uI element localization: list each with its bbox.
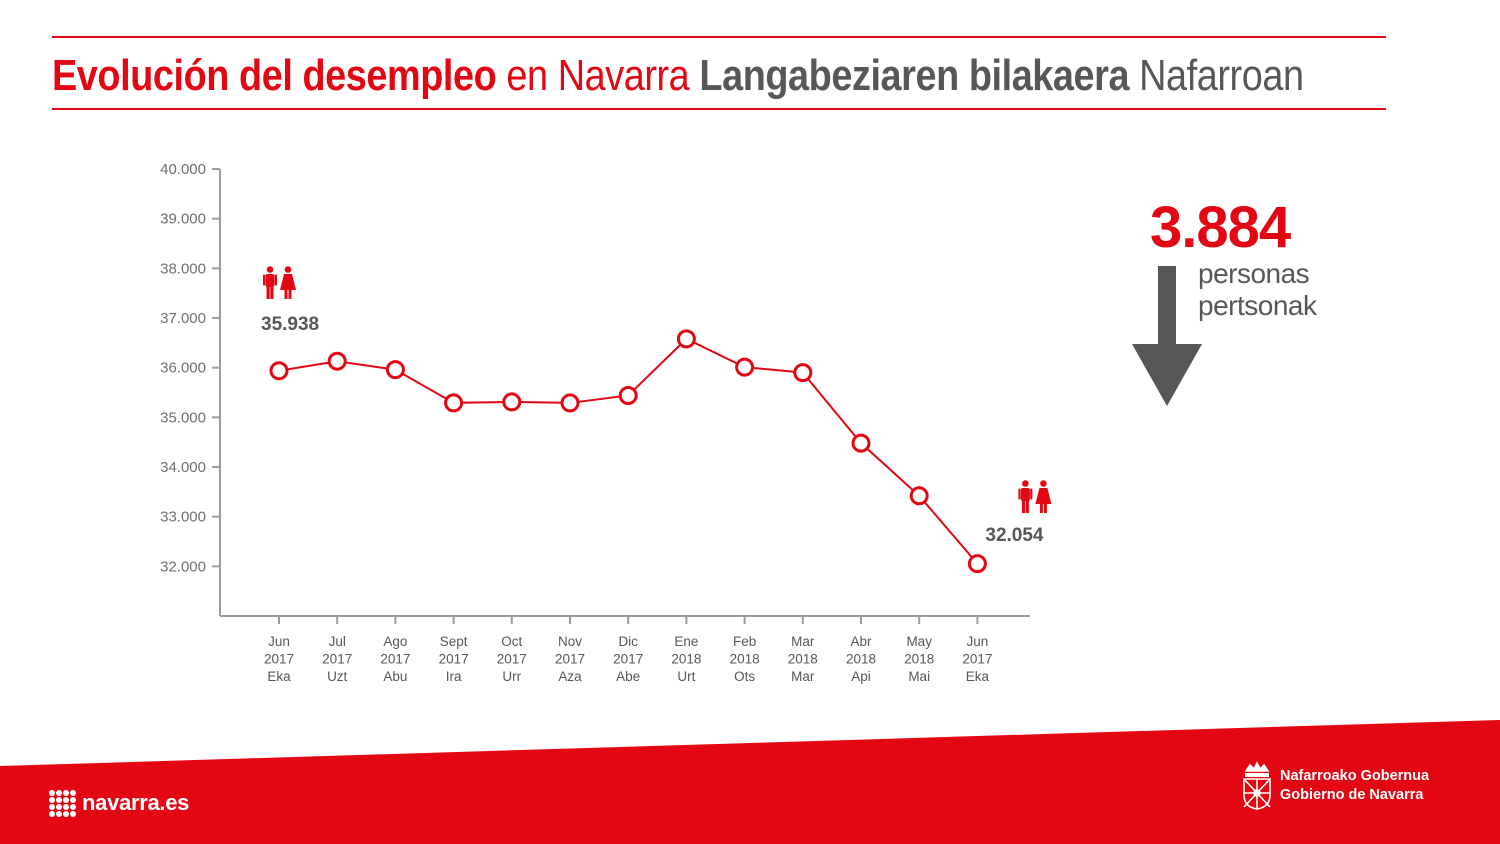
title-part-2: en Navarra — [506, 51, 690, 100]
x-tick-label: Urr — [502, 669, 521, 684]
data-point — [967, 554, 987, 574]
title-part-4: Nafarroan — [1139, 51, 1304, 100]
series-line — [278, 337, 979, 565]
x-tick-label: 2017 — [439, 652, 469, 667]
navarra-dots-logo-icon — [49, 790, 76, 817]
x-tick-label: Dic — [618, 634, 638, 649]
x-tick-label: 2018 — [846, 652, 876, 667]
x-tick-label: Oct — [501, 634, 522, 649]
x-tick-label: Abu — [383, 669, 407, 684]
x-tick-label: Eka — [966, 669, 990, 684]
x-tick-label: 2017 — [613, 652, 643, 667]
x-tick-label: Mar — [791, 669, 815, 684]
x-tick-label: Ots — [734, 669, 755, 684]
x-tick-label: Mai — [908, 669, 930, 684]
x-tick-label: Sept — [440, 634, 468, 649]
chart-axes — [219, 169, 1030, 617]
data-point — [618, 385, 638, 405]
y-tick-label: 35.000 — [160, 409, 206, 426]
data-point — [327, 351, 347, 371]
x-tick-label: Jun — [268, 634, 290, 649]
data-point — [444, 393, 464, 413]
government-names: Nafarroako Gobernua Gobierno de Navarra — [1280, 767, 1429, 805]
title-bottom-rule — [52, 108, 1386, 110]
y-tick-label: 40.000 — [160, 161, 206, 178]
data-label: 35.938 — [261, 314, 319, 335]
unemployment-line-chart: 32.000 33.000 34.000 35.000 36.000 37.000 38.0… — [160, 161, 1052, 684]
summary-line-1: personas — [1198, 258, 1310, 289]
x-tick-label: Abr — [850, 634, 872, 649]
y-tick-label: 36.000 — [160, 360, 206, 377]
data-point — [735, 357, 755, 377]
site-name: navarra.es — [82, 790, 190, 815]
x-tick-label: Urt — [677, 669, 695, 684]
data-point — [502, 392, 522, 412]
y-tick-label: 34.000 — [160, 459, 206, 476]
x-tick-label: Aza — [558, 669, 582, 684]
x-tick-label: 2017 — [497, 652, 527, 667]
data-points — [269, 329, 987, 574]
x-tick-label: May — [906, 634, 932, 649]
data-point — [851, 433, 871, 453]
people-icon — [1018, 480, 1052, 513]
x-tick-label: 2018 — [730, 652, 760, 667]
x-tick-label: Abe — [616, 669, 640, 684]
data-point — [560, 393, 580, 413]
x-tick-label: Jun — [967, 634, 989, 649]
data-point — [909, 486, 929, 506]
title-part-3: Langabeziaren bilakaera — [699, 51, 1130, 100]
title-part-1: Evolución del desempleo — [52, 51, 497, 100]
x-tick-label: Ago — [383, 634, 407, 649]
data-point — [269, 361, 289, 381]
page-title: Evolución del desempleo en Navarra Langa… — [52, 48, 1304, 104]
data-point — [385, 360, 405, 380]
y-axis-ticks: 32.000 33.000 34.000 35.000 36.000 37.000 38.0… — [160, 161, 220, 575]
navarra-coat-of-arms-icon — [1243, 761, 1271, 810]
summary-line-2: pertsonak — [1198, 290, 1317, 321]
x-tick-label: 2018 — [904, 652, 934, 667]
x-tick-label: 2017 — [264, 652, 294, 667]
title-top-rule — [52, 36, 1386, 38]
y-tick-label: 32.000 — [160, 558, 206, 575]
gov-name-basque: Nafarroako Gobernua — [1280, 768, 1430, 784]
x-tick-label: 2018 — [671, 652, 701, 667]
y-tick-label: 38.000 — [160, 260, 206, 277]
x-tick-label: Mar — [791, 634, 815, 649]
data-point — [676, 329, 696, 349]
site-brand[interactable]: navarra.es — [48, 786, 189, 820]
data-label: 32.054 — [985, 525, 1044, 546]
x-tick-label: 2018 — [788, 652, 818, 667]
people-icon — [263, 266, 296, 299]
x-tick-label: 2017 — [555, 652, 585, 667]
annotations: 35.938 32.054 — [261, 266, 1052, 546]
data-point — [793, 363, 813, 383]
x-tick-label: 2017 — [962, 652, 992, 667]
x-tick-label: Ira — [446, 669, 462, 684]
x-tick-label: 2017 — [380, 652, 410, 667]
x-tick-label: Feb — [733, 634, 756, 649]
summary-value: 3.884 — [1150, 195, 1291, 260]
x-tick-label: Eka — [267, 669, 291, 684]
government-brand: Nafarroako Gobernua Gobierno de Navarra — [1240, 758, 1429, 814]
y-tick-label: 37.000 — [160, 310, 206, 327]
x-tick-label: Api — [851, 669, 871, 684]
x-tick-label: Jul — [329, 634, 346, 649]
y-tick-label: 33.000 — [160, 509, 206, 526]
down-arrow-icon — [1132, 266, 1202, 406]
x-tick-label: Uzt — [327, 669, 347, 684]
x-axis-ticks: Jun 2017 Eka Jul 2017 Uzt Ago 2017 Abu Sept 2017 Ir… — [264, 616, 992, 684]
x-tick-label: Ene — [674, 634, 698, 649]
x-tick-label: Nov — [558, 634, 582, 649]
x-tick-label: 2017 — [322, 652, 352, 667]
y-tick-label: 39.000 — [160, 211, 206, 228]
gov-name-spanish: Gobierno de Navarra — [1280, 787, 1424, 803]
